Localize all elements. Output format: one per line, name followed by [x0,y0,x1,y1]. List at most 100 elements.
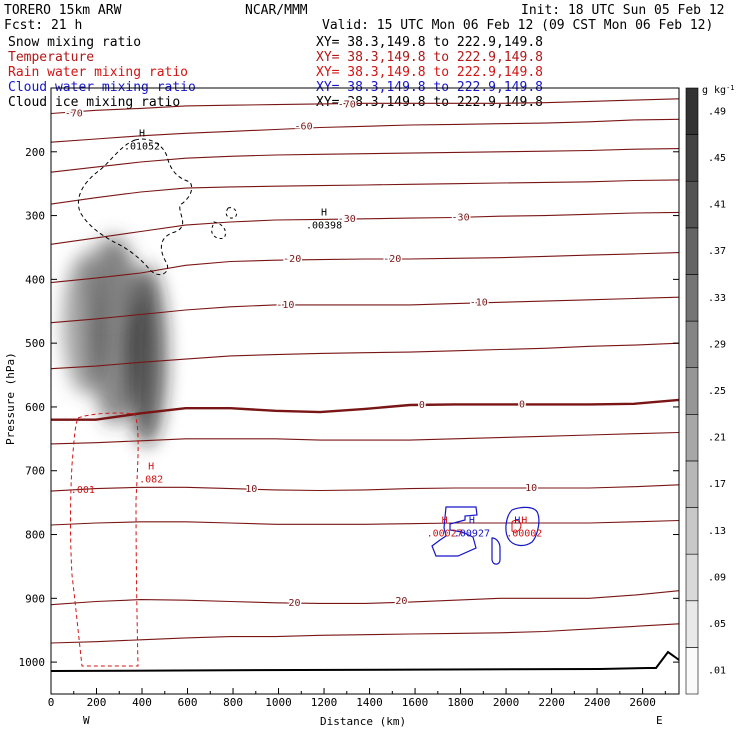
x-tick-label: 1600 [402,696,429,709]
cloud-water-contour-right [505,506,540,547]
colorbar-swatch [685,647,699,695]
x-tick-label: 2200 [538,696,565,709]
colorbar-label: .37 [708,246,726,257]
y-tick-label: 200 [25,146,45,159]
field-rain-xy: XY= 38.3,149.8 to 222.9,149.8 [316,65,543,80]
high-marker-ice: H [321,207,327,218]
cloud-water-contour-mid [491,537,501,565]
x-tick-label: 2400 [584,696,611,709]
temperature-label: -70 [65,109,83,120]
y-tick-label: 400 [25,273,45,286]
snow-core-group [63,235,167,446]
high-marker-cloud: H [514,516,520,527]
field-temperature: Temperature [8,50,94,65]
isotherm-m40 [51,179,679,205]
high-value-cloud: .00927 [454,529,490,540]
x-tick-label: 2000 [493,696,520,709]
isotherm-15 [51,519,679,526]
colorbar-label: .05 [708,619,726,630]
y-tick-label: 700 [25,465,45,478]
temperature-label: -70 [338,100,356,111]
cloud-ice-contour-main [78,138,193,275]
x-axis-label: Distance (km) [320,715,406,728]
y-tick-label: 600 [25,401,45,414]
colorbar-swatch [685,507,699,555]
y-tick-label: 300 [25,210,45,223]
colorbar-unit: g kg-1 [702,84,735,96]
temperature-label: 10 [245,484,257,495]
isotherm-m20 [51,252,679,284]
isotherm-m5 [51,342,679,370]
isotherm-10 [51,484,679,492]
rain-contour-small [511,519,522,533]
high-marker-ice: H [139,128,145,139]
temperature-label: -60 [295,121,313,132]
x-tick-label: 800 [223,696,243,709]
cloud-water-contour-left [431,506,478,557]
colorbar-label: .17 [708,479,726,490]
x-tick-label: 1400 [356,696,383,709]
temperature-label: 20 [395,596,407,607]
colorbar-label: .01 [708,666,726,677]
y-tick-label: 800 [25,529,45,542]
temperature-label: -20 [383,254,401,265]
cloud-ice-contour-small [225,207,237,219]
colorbar-label: .21 [708,433,726,444]
high-value-ice: .00398 [306,220,342,231]
temperature-label: 10 [525,483,537,494]
model-title: TORERO 15km ARW [4,3,122,18]
colorbar-label: .41 [708,200,726,211]
isotherm-20 [51,590,679,606]
temperature-isotherms [51,98,679,644]
isotherm-m50 [51,148,679,173]
snow-core-right [126,265,167,446]
rain-contour [70,412,139,667]
isotherm-5 [51,431,679,445]
field-temperature-xy: XY= 38.3,149.8 to 222.9,149.8 [316,50,543,65]
y-tick-label: 900 [25,592,45,605]
y-tick-label: 500 [25,337,45,350]
forecast-hour: Fcst: 21 h [4,18,82,33]
x-tick-label: 400 [132,696,152,709]
rain-label: .001 [71,485,95,496]
x-tick-label: 1200 [311,696,338,709]
y-axis-label: Pressure (hPa) [4,352,17,445]
colorbar-label: .25 [708,386,726,397]
temperature-label: -30 [452,212,470,223]
colorbar-label: .33 [708,293,726,304]
high-marker-cloud: H [469,516,475,527]
field-rain: Rain water mixing ratio [8,65,188,80]
colorbar-swatch [685,180,699,229]
isotherm-m10 [51,296,679,324]
x-tick-label: 0 [48,696,55,709]
x-tick-label: 1800 [447,696,474,709]
temperature-label: -20 [283,254,301,265]
colorbar-label: .13 [708,526,726,537]
snow-core-upper [77,239,138,320]
cloud-ice-contour-mid [211,221,227,239]
high-value-rain: .082 [139,474,163,485]
plot-frame [50,87,680,695]
isotherm-0 [51,398,679,421]
colorbar-swatch [685,553,699,602]
high-value-rain: .00002 [506,529,542,540]
terrain-line [51,650,679,672]
contour-labels: -70 -70 -60 -30 -30 -20 -20 -10 -10 0 0 10 10 20 20 .00… [63,98,542,610]
temperature-label: -10 [276,300,294,311]
temperature-label: -30 [338,214,356,225]
isotherm-m60 [51,118,679,143]
colorbar-swatch [685,227,699,275]
high-marker-rain: H [521,516,527,527]
high-value-rain: .00027 [427,529,463,540]
temperature-label: 20 [288,598,300,609]
isotherm-m70 [51,98,679,115]
isotherm-m30 [51,211,679,245]
snow-shading [63,235,167,446]
colorbar-swatch [685,600,699,648]
field-cloud-ice-xy: XY= 38.3,149.8 to 222.9,149.8 [316,95,543,110]
x-tick-label: 600 [178,696,198,709]
colorbar-swatch [685,367,699,415]
high-value-ice: .01052 [124,141,160,152]
init-time: Init: 18 UTC Sun 05 Feb 12 [521,3,725,18]
y-tick-label: 1000 [19,656,46,669]
